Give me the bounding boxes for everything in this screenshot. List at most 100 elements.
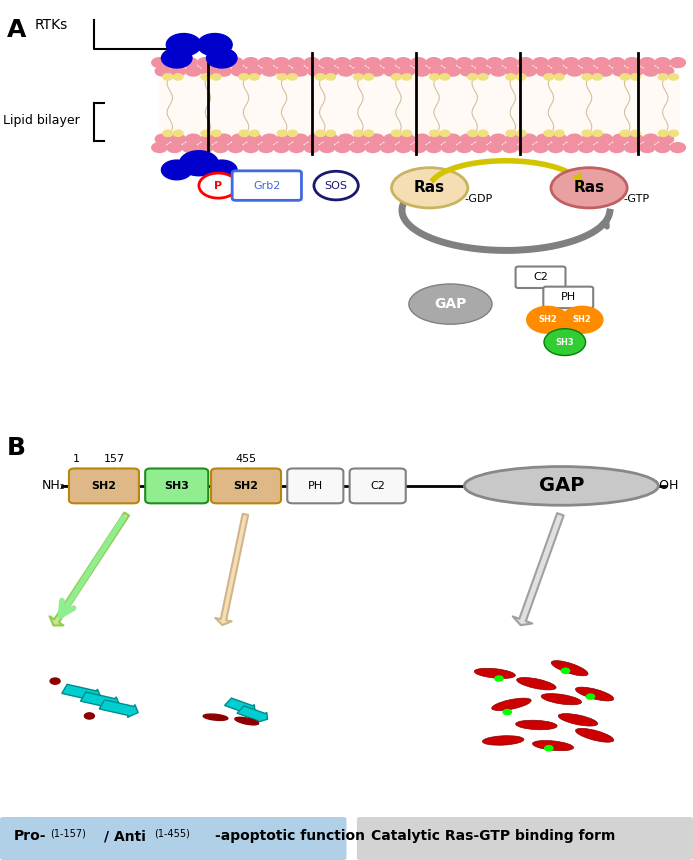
Circle shape <box>468 130 477 137</box>
Circle shape <box>430 74 439 80</box>
Circle shape <box>384 134 399 144</box>
FancyBboxPatch shape <box>543 286 593 308</box>
Circle shape <box>624 143 640 152</box>
FancyArrow shape <box>80 692 119 710</box>
Circle shape <box>228 143 243 152</box>
Circle shape <box>350 58 365 68</box>
Ellipse shape <box>575 687 614 701</box>
Circle shape <box>289 58 304 68</box>
Circle shape <box>199 173 238 198</box>
FancyBboxPatch shape <box>69 469 139 503</box>
Circle shape <box>365 58 380 68</box>
Circle shape <box>173 74 183 80</box>
Circle shape <box>364 130 374 137</box>
Circle shape <box>640 58 655 68</box>
Text: GAP: GAP <box>435 297 466 311</box>
Circle shape <box>527 306 568 333</box>
Circle shape <box>274 143 289 152</box>
Circle shape <box>167 143 182 152</box>
Text: SH2: SH2 <box>91 481 116 491</box>
Ellipse shape <box>492 698 531 710</box>
Circle shape <box>85 713 94 719</box>
Circle shape <box>163 74 173 80</box>
Circle shape <box>239 74 249 80</box>
Text: -apoptotic function: -apoptotic function <box>215 829 365 844</box>
Ellipse shape <box>409 284 492 324</box>
FancyBboxPatch shape <box>516 267 565 288</box>
Circle shape <box>207 160 237 180</box>
Circle shape <box>495 676 503 681</box>
Circle shape <box>186 134 201 144</box>
Circle shape <box>548 143 563 152</box>
Text: Lipid bilayer: Lipid bilayer <box>3 114 80 127</box>
Circle shape <box>544 130 554 137</box>
Circle shape <box>380 143 396 152</box>
Circle shape <box>399 66 414 76</box>
Text: -COOH: -COOH <box>637 479 679 493</box>
Circle shape <box>166 34 201 56</box>
Circle shape <box>516 130 526 137</box>
Circle shape <box>338 134 353 144</box>
Circle shape <box>554 130 564 137</box>
Circle shape <box>613 134 628 144</box>
Circle shape <box>478 74 488 80</box>
Text: / Anti: / Anti <box>104 829 146 844</box>
Circle shape <box>170 66 186 76</box>
Ellipse shape <box>575 728 614 742</box>
Circle shape <box>561 306 603 333</box>
Circle shape <box>228 58 243 68</box>
Circle shape <box>161 48 192 68</box>
Circle shape <box>624 58 640 68</box>
Circle shape <box>544 329 586 355</box>
Circle shape <box>201 66 216 76</box>
Circle shape <box>669 74 678 80</box>
Circle shape <box>516 74 526 80</box>
Circle shape <box>198 143 213 152</box>
Circle shape <box>478 130 488 137</box>
Circle shape <box>658 66 674 76</box>
Circle shape <box>231 66 247 76</box>
Circle shape <box>414 134 430 144</box>
Circle shape <box>445 66 460 76</box>
Circle shape <box>319 58 335 68</box>
Circle shape <box>593 130 602 137</box>
Text: Catalytic Ras-GTP binding form: Catalytic Ras-GTP binding form <box>371 829 615 844</box>
Circle shape <box>468 74 477 80</box>
Circle shape <box>258 58 274 68</box>
Ellipse shape <box>474 668 516 679</box>
Circle shape <box>552 66 567 76</box>
Circle shape <box>548 58 563 68</box>
Circle shape <box>563 143 579 152</box>
Text: B: B <box>7 437 26 460</box>
Circle shape <box>198 34 232 56</box>
Circle shape <box>631 74 640 80</box>
Circle shape <box>402 130 412 137</box>
Circle shape <box>521 66 536 76</box>
Circle shape <box>411 58 426 68</box>
Circle shape <box>277 74 287 80</box>
Circle shape <box>457 58 472 68</box>
Ellipse shape <box>392 168 468 208</box>
Text: SH3: SH3 <box>556 338 574 347</box>
Circle shape <box>594 58 609 68</box>
Text: C2: C2 <box>533 273 548 282</box>
Text: (1-157): (1-157) <box>50 828 86 838</box>
Circle shape <box>582 74 592 80</box>
Circle shape <box>186 66 201 76</box>
Circle shape <box>315 74 325 80</box>
Text: A: A <box>7 18 26 42</box>
Text: Grb2: Grb2 <box>253 181 281 191</box>
Text: SH2: SH2 <box>572 316 592 324</box>
Circle shape <box>392 74 401 80</box>
Circle shape <box>554 74 564 80</box>
Circle shape <box>262 66 277 76</box>
Circle shape <box>50 678 60 685</box>
Circle shape <box>640 143 655 152</box>
Circle shape <box>402 74 412 80</box>
Circle shape <box>323 66 338 76</box>
Circle shape <box>152 58 167 68</box>
Ellipse shape <box>532 740 574 751</box>
FancyBboxPatch shape <box>211 469 281 503</box>
Circle shape <box>445 134 460 144</box>
Circle shape <box>392 130 401 137</box>
